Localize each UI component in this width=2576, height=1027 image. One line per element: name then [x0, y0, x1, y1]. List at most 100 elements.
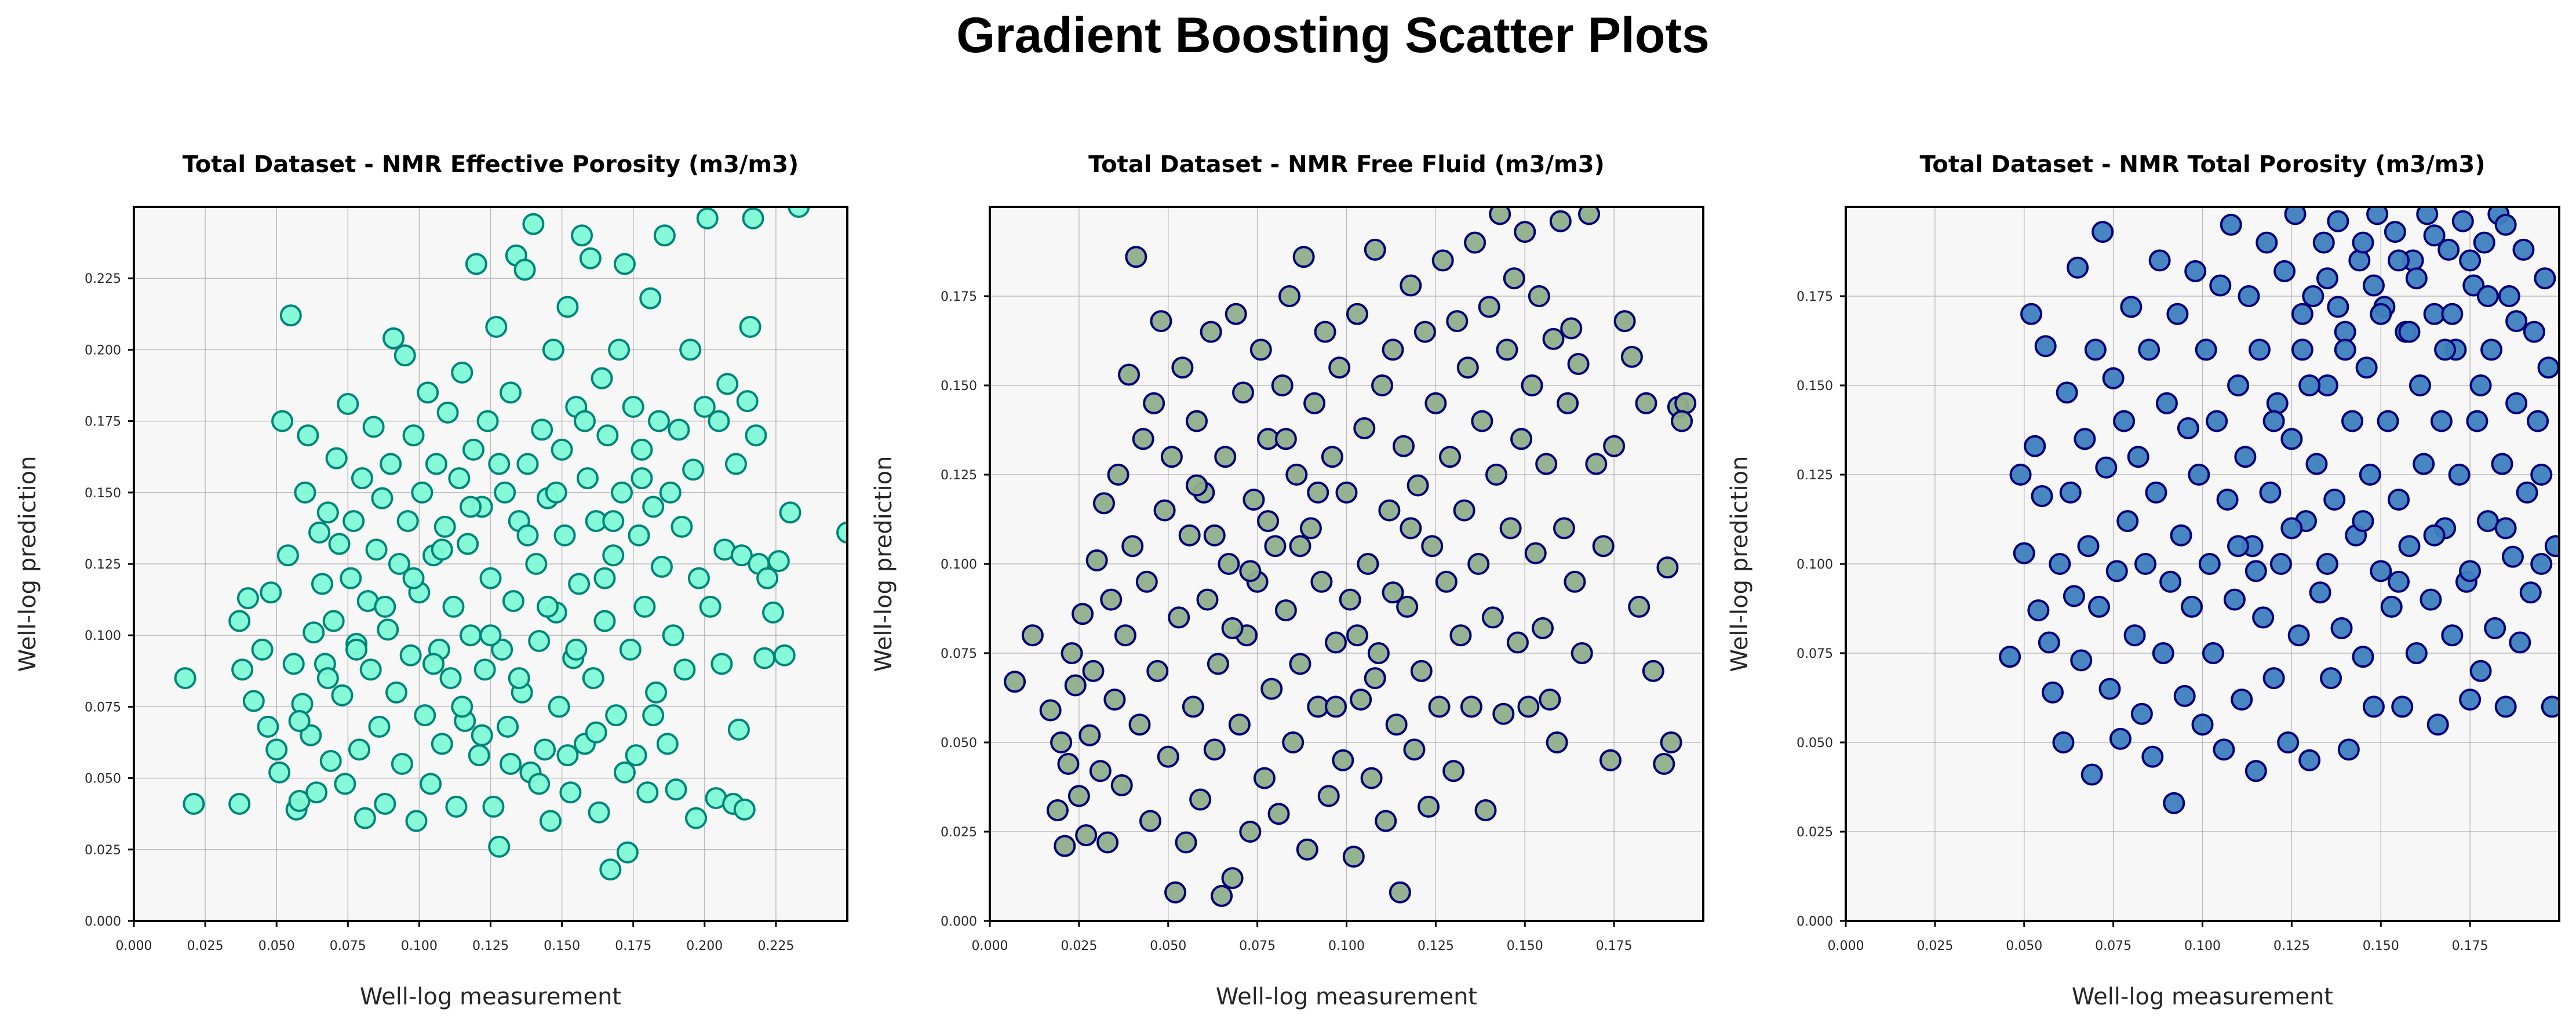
y-tick-label: 0.125: [85, 558, 121, 572]
scatter-point: [1325, 695, 1347, 718]
scatter-point: [1274, 599, 1297, 622]
scatter-point: [1218, 553, 1240, 575]
scatter-point: [2334, 338, 2356, 361]
scatter-point: [1564, 570, 1586, 593]
scatter-point: [619, 638, 642, 661]
scatter-point: [788, 207, 810, 218]
scatter-point: [2494, 695, 2517, 718]
scatter-point: [1485, 464, 1508, 486]
scatter-point: [2516, 481, 2538, 504]
scatter-point: [362, 416, 385, 438]
x-tick-label: 0.175: [615, 939, 651, 953]
scatter-point: [1378, 499, 1401, 522]
scatter-point: [1578, 207, 1601, 225]
y-tick-label: 0.150: [85, 486, 121, 501]
scatter-point: [2266, 392, 2289, 414]
scatter-point: [639, 287, 662, 309]
x-tick-label: 0.000: [1828, 939, 1864, 953]
scatter-point: [2213, 738, 2235, 761]
scatter-point: [1620, 345, 1643, 368]
scatter-point: [1189, 788, 1212, 811]
scatter-point: [462, 438, 484, 461]
scatter-point: [2316, 553, 2338, 575]
scatter-point: [602, 510, 625, 533]
y-tick-label: 0.225: [85, 272, 121, 286]
scatter-point: [1221, 617, 1244, 639]
y-tick-label: 0.000: [1797, 915, 1833, 929]
scatter-point: [736, 390, 759, 413]
scatter-point: [1061, 642, 1083, 664]
scatter-point: [425, 453, 447, 475]
y-tick-label: 0.050: [85, 772, 121, 786]
scatter-point: [2476, 285, 2499, 307]
scatter-point: [551, 438, 573, 461]
scatter-point: [1296, 838, 1318, 861]
scatter-point: [534, 738, 556, 761]
scatter-point: [1185, 474, 1208, 497]
scatter-point: [1118, 363, 1141, 386]
scatter-point: [271, 410, 294, 432]
scatter-point: [442, 595, 465, 618]
scatter-point: [2256, 231, 2278, 254]
scatter-point: [1418, 795, 1440, 818]
x-tick-label: 0.000: [116, 939, 152, 953]
scatter-point: [2223, 588, 2246, 611]
scatter-point: [1571, 642, 1593, 664]
x-tick-label: 0.225: [757, 939, 794, 953]
scatter-point: [2041, 681, 2064, 704]
scatter-point: [1253, 767, 1276, 789]
scatter-point: [2109, 727, 2132, 750]
scatter-point: [494, 481, 516, 504]
scatter-point: [1364, 667, 1386, 690]
scatter-point: [1474, 799, 1497, 822]
scatter-point: [836, 521, 847, 544]
scatter-point: [1004, 671, 1026, 693]
scatter-point: [391, 752, 413, 775]
x-tick-label: 0.125: [1418, 939, 1454, 953]
scatter-point: [622, 395, 644, 418]
scatter-point: [2441, 303, 2464, 325]
scatter-point: [1114, 624, 1136, 647]
x-tick-label: 0.175: [1596, 939, 1633, 953]
scatter-point: [2327, 210, 2349, 232]
scatter-point: [682, 458, 705, 481]
x-tick-label: 0.075: [2095, 939, 2132, 953]
scatter-point: [1514, 221, 1536, 243]
scatter-point: [439, 667, 462, 690]
scatter-point: [1092, 492, 1115, 515]
scatter-point: [2074, 428, 2096, 450]
scatter-point: [1307, 481, 1329, 504]
scatter-point: [1413, 321, 1436, 343]
scatter-point: [2388, 249, 2410, 272]
scatter-point: [756, 567, 779, 589]
scatter-point: [460, 624, 482, 647]
scatter-point: [445, 795, 468, 818]
y-tick-label: 0.050: [941, 736, 977, 751]
scatter-point: [711, 653, 733, 675]
scatter-point: [319, 750, 342, 773]
scatter-point: [742, 207, 764, 230]
scatter-point: [2398, 535, 2421, 558]
scatter-panel-1: 0.000 0.025 0.050 0.075 0.100 0.125 0.150 0.175…: [14, 151, 848, 1010]
scatter-point: [2388, 570, 2410, 593]
scatter-point: [1260, 678, 1283, 700]
scatter-point: [2280, 517, 2303, 540]
scatter-point: [316, 667, 339, 690]
scatter-point: [1182, 695, 1204, 718]
scatter-point: [1128, 713, 1151, 736]
scatter-point: [337, 393, 359, 416]
scatter-point: [2405, 642, 2428, 664]
scatter-point: [1271, 374, 1294, 396]
scatter-point: [2359, 464, 2381, 486]
scatter-point: [1506, 631, 1529, 654]
y-tick-label: 0.200: [85, 343, 121, 358]
scatter-point: [1171, 356, 1194, 379]
scatter-point: [1407, 474, 1429, 497]
scatter-point: [1096, 831, 1119, 854]
scatter-point: [2291, 303, 2313, 325]
scatter-point: [431, 538, 453, 561]
scatter-point: [1456, 356, 1479, 379]
scatter-point: [228, 792, 251, 815]
scatter-point: [297, 424, 319, 447]
